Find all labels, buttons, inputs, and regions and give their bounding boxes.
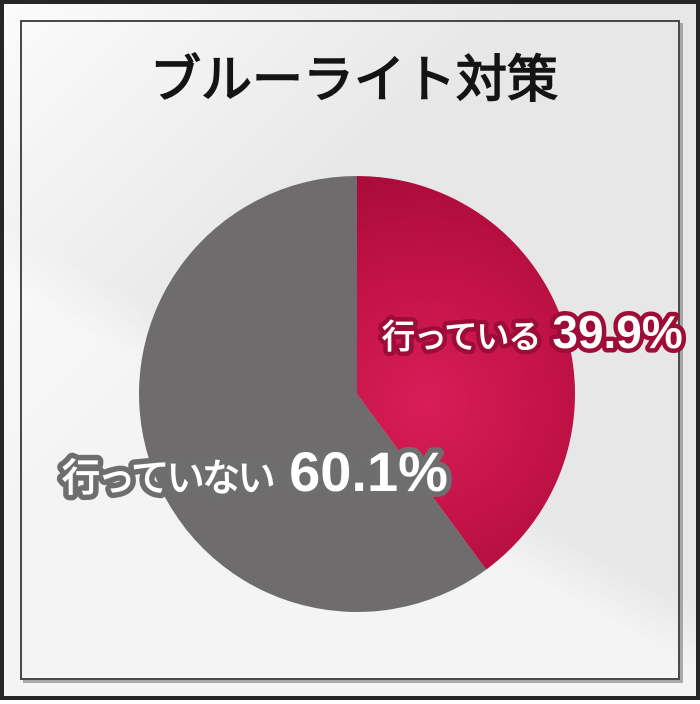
slice-label-yes: 行っている 39.9% <box>381 306 683 358</box>
slice-label-yes-text: 行っている <box>381 318 540 355</box>
slice-label-no-text: 行っていない <box>62 458 274 500</box>
slice-label-no-value: 60.1% <box>289 440 448 503</box>
chart-title: ブルーライト対策 <box>149 51 558 108</box>
pie-slice-1 <box>139 176 487 612</box>
pie-slices <box>139 176 576 612</box>
slice-label-yes-value: 39.9% <box>552 306 682 358</box>
slice-label-no: 行っていない 60.1% <box>62 440 448 503</box>
pie-slice-0 <box>357 176 576 570</box>
pie-chart: 行っている 39.9% 行っていない 60.1% <box>57 176 687 612</box>
